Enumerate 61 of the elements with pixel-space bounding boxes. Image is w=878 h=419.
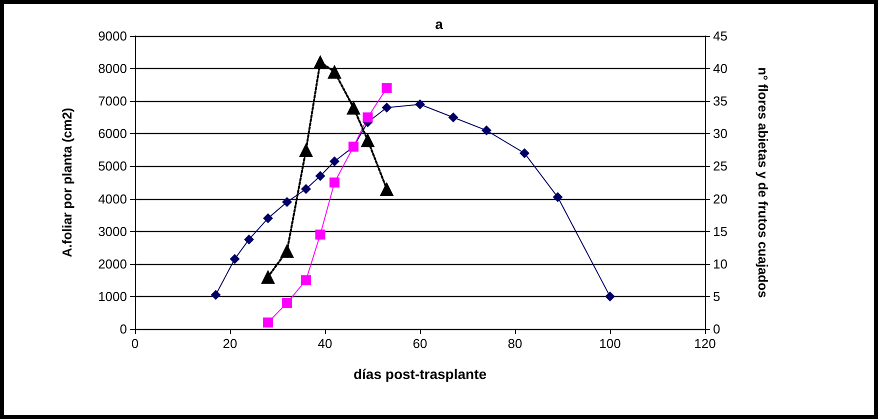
y2-tick-label: 45 [713,28,728,44]
x-tick-label: 120 [694,336,716,351]
y2-axis-title: n° flores abietas y de frutos cuajados [756,67,770,298]
y-tick-label: 5000 [98,158,127,174]
y-axis-title: A.foliar por planta (cm2) [60,108,74,258]
point [382,102,392,113]
point [605,291,615,302]
point [482,125,492,136]
point [330,156,340,166]
point [362,112,373,122]
y-tick-label: 4000 [98,191,127,206]
y-tick-label: 2000 [98,256,127,272]
y-tick-label: 6000 [98,126,127,142]
y2-tick-label: 5 [713,288,720,304]
y2-tick-label: 30 [713,126,728,142]
point [301,184,311,194]
y-tick-label: 8000 [98,61,127,76]
y2-tick-label: 10 [713,256,728,272]
y-tick-label: 1000 [98,288,127,304]
x-tick-label: 80 [508,336,522,351]
point [328,64,342,79]
point [244,234,254,244]
point [263,213,273,224]
y2-tick-label: 40 [713,61,728,76]
y-tick-label: 9000 [98,28,127,44]
point [315,170,326,181]
point [448,112,458,122]
point [330,178,340,188]
point [299,142,313,157]
x-axis-title: días post-trasplante [353,366,487,382]
y2-tick-label: 35 [713,94,728,109]
x-tick-label: 40 [318,336,332,351]
point [346,100,360,115]
y2-tick-label: 0 [713,322,720,336]
point [210,290,221,300]
y2-tick-label: 20 [713,191,728,206]
point [230,254,240,264]
point [263,317,273,328]
y-tick-label: 3000 [98,224,127,239]
point [261,270,275,284]
point [415,99,425,110]
x-tick-label: 100 [599,336,621,351]
point [301,275,311,286]
point [380,182,394,196]
y-tick-label: 7000 [98,94,127,109]
y2-tick-label: 25 [713,158,728,174]
y-tick-label: 0 [120,322,127,336]
point [313,55,328,70]
x-tick-label: 20 [222,336,238,351]
point [552,192,563,202]
y2-tick-label: 15 [713,224,728,239]
point [520,148,530,158]
point [282,197,292,208]
point [282,298,292,308]
point [360,133,375,148]
point [315,230,326,240]
x-tick-label: 0 [131,336,139,351]
chart-title: a [435,16,444,32]
point [382,83,392,94]
x-tick-label: 60 [412,336,428,351]
point [280,244,294,258]
